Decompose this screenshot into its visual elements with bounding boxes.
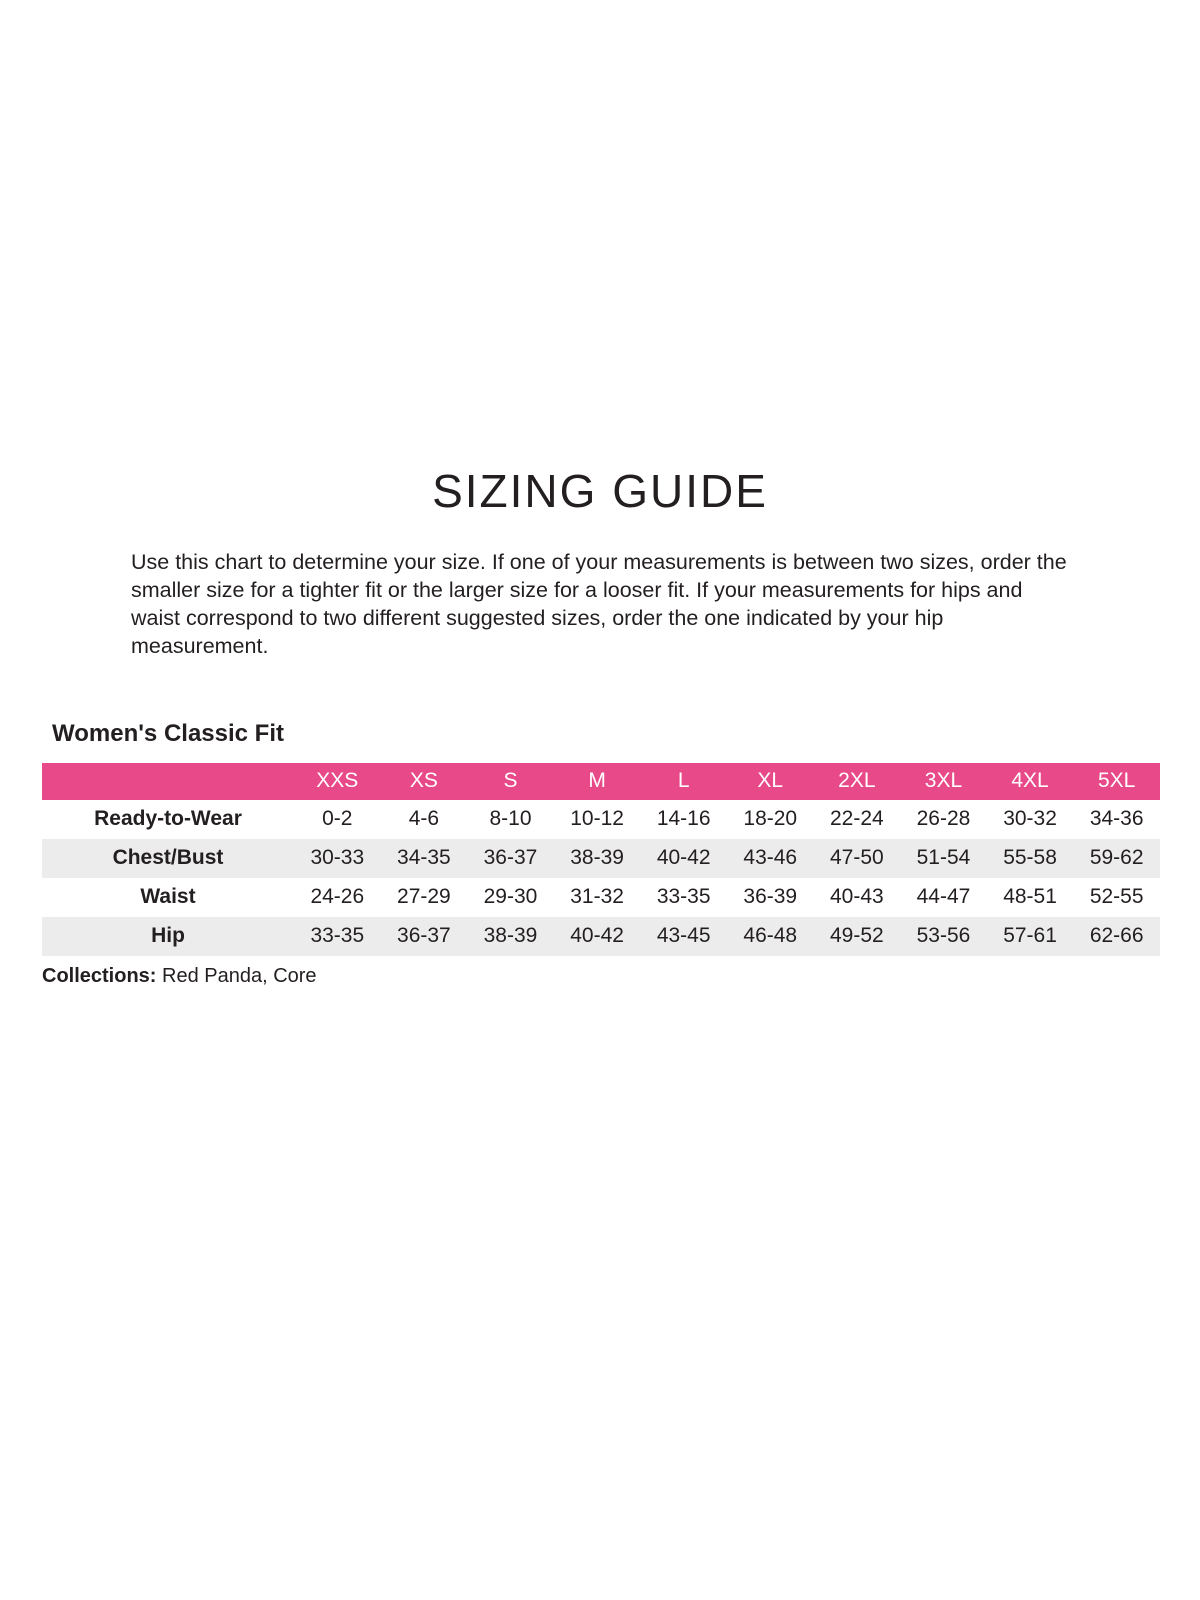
page-title: SIZING GUIDE [432, 465, 768, 517]
size-cell: 33-35 [656, 885, 711, 909]
table-row: Hip 33-35 36-37 38-39 40-42 43-45 46-48 49-52 53… [42, 916, 1160, 956]
size-column-header: 5XL [1073, 762, 1160, 800]
size-cell: 30-33 [310, 846, 365, 870]
size-cell: 10-12 [570, 807, 624, 831]
size-cell: 0-2 [322, 807, 353, 831]
size-cell: 33-35 [310, 924, 365, 948]
size-cell: 46-48 [743, 924, 798, 948]
size-cell: 53-56 [916, 924, 971, 948]
size-cell: 26-28 [916, 807, 971, 831]
size-cell: 59-62 [1089, 846, 1144, 870]
size-column-header: L [640, 762, 727, 800]
size-cell: 27-29 [397, 885, 451, 909]
size-cell: 34-36 [1089, 807, 1144, 831]
size-cell: 38-39 [483, 924, 538, 948]
size-cell: 52-55 [1089, 885, 1144, 909]
size-table-corner-cell [42, 762, 294, 800]
size-cell: 4-6 [408, 807, 440, 831]
size-table: XXS XS S M L XL 2XL 3XL 4XL 5XL Ready-to-Wear 0-2 4… [42, 762, 1160, 956]
size-column-header: 3XL [900, 762, 987, 800]
size-cell: 49-52 [830, 924, 884, 948]
size-cell: 24-26 [310, 885, 365, 909]
size-cell: 43-45 [656, 924, 711, 948]
size-cell: 40-43 [830, 885, 884, 909]
collections-label: Collections: [42, 964, 157, 987]
row-label: Ready-to-Wear [94, 807, 242, 831]
size-table-header-row: XXS XS S M L XL 2XL 3XL 4XL 5XL [42, 762, 1160, 800]
size-cell: 40-42 [570, 924, 624, 948]
size-cell: 29-30 [483, 885, 538, 909]
size-cell: 14-16 [656, 807, 711, 831]
size-cell: 55-58 [1003, 846, 1057, 870]
size-cell: 34-35 [397, 846, 451, 870]
size-cell: 30-32 [1003, 807, 1057, 831]
row-label: Waist [140, 885, 196, 909]
size-cell: 38-39 [570, 846, 624, 870]
size-column-header: XXS [294, 762, 381, 800]
size-cell: 51-54 [916, 846, 971, 870]
size-cell: 48-51 [1003, 885, 1057, 909]
size-cell: 18-20 [743, 807, 798, 831]
size-cell: 62-66 [1089, 924, 1144, 948]
size-cell: 8-10 [489, 807, 532, 831]
row-label: Chest/Bust [112, 846, 224, 870]
intro-paragraph: Use this chart to determine your size. I… [131, 549, 1067, 658]
size-cell: 22-24 [830, 807, 884, 831]
size-column-header: 4XL [986, 762, 1074, 800]
size-cell: 36-37 [483, 846, 538, 870]
size-cell: 47-50 [830, 846, 884, 870]
row-label: Hip [151, 924, 185, 948]
size-column-header: XL [726, 762, 814, 800]
size-cell: 57-61 [1003, 924, 1057, 948]
size-cell: 31-32 [570, 885, 624, 909]
size-column-header: XS [380, 762, 468, 800]
size-column-header: M [553, 762, 641, 800]
size-cell: 44-47 [916, 885, 971, 909]
size-column-header: 2XL [813, 762, 901, 800]
size-column-header: S [467, 762, 554, 800]
size-cell: 40-42 [656, 846, 711, 870]
collections-line: Collections: Red Panda, Core [42, 963, 1160, 989]
table-row: Waist 24-26 27-29 29-30 31-32 33-35 36-39 40-43… [42, 878, 1160, 917]
size-cell: 43-46 [743, 846, 798, 870]
size-chart-section: Women's Classic Fit XXS XS S M L XL 2XL 3XL 4XL 5… [42, 720, 1160, 989]
table-row: Chest/Bust 30-33 34-35 36-37 38-39 40-42 43-46… [42, 838, 1160, 878]
size-cell: 36-39 [743, 885, 798, 909]
collections-value: Red Panda, Core [156, 964, 317, 987]
table-row: Ready-to-Wear 0-2 4-6 8-10 10-12 14-16 18-20 22… [42, 800, 1160, 839]
size-cell: 36-37 [397, 924, 451, 948]
section-title: Women's Classic Fit [52, 719, 284, 747]
